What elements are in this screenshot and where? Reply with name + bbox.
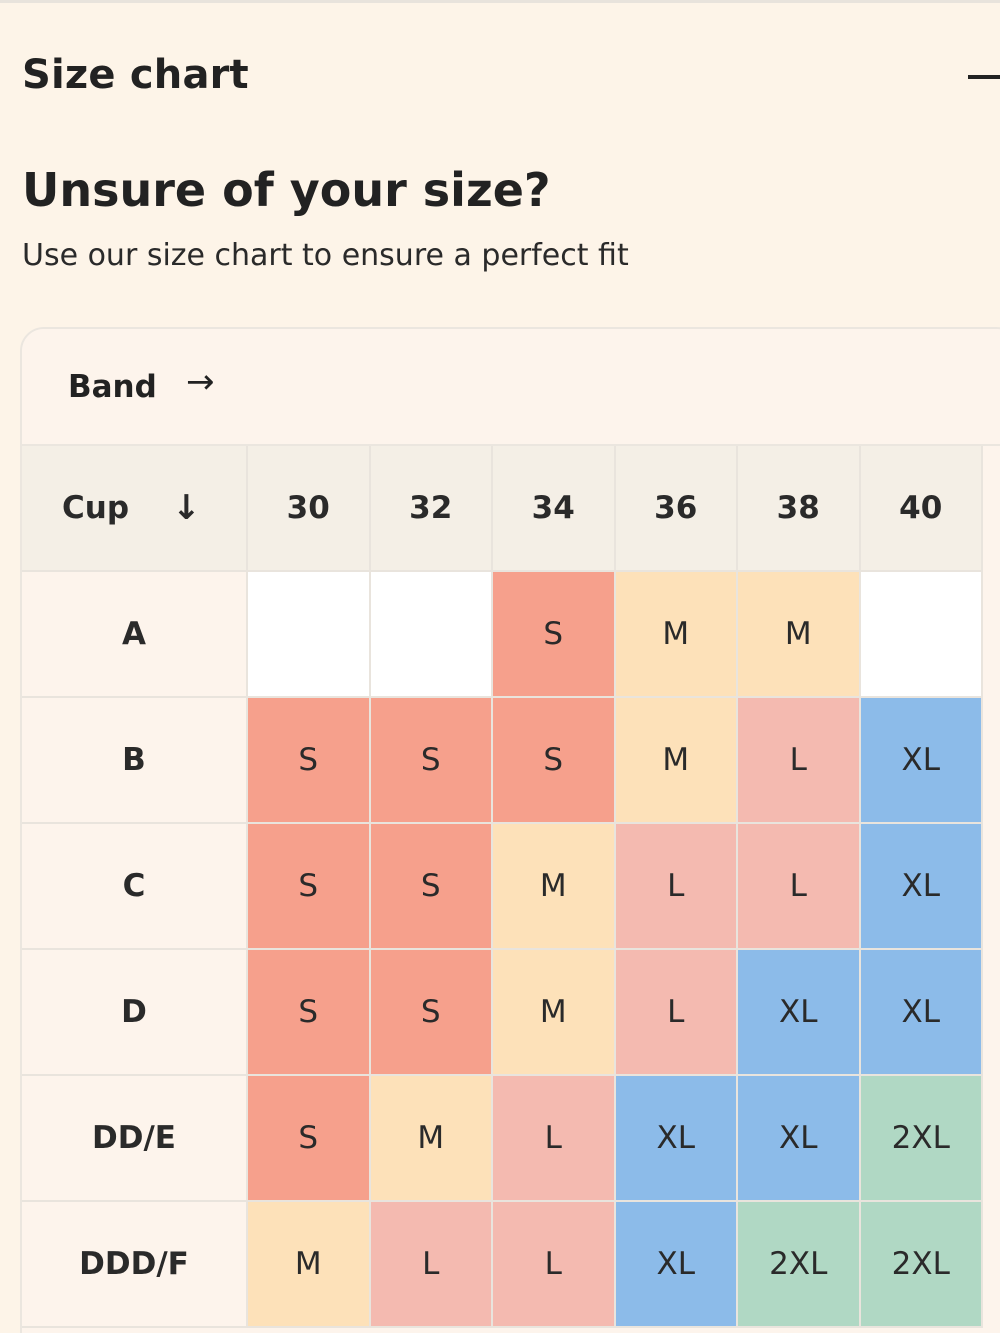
minus-icon[interactable] bbox=[968, 75, 1000, 79]
size-cell: L bbox=[615, 824, 738, 950]
arrow-right-icon: → bbox=[186, 362, 215, 402]
size-cell: S bbox=[370, 950, 493, 1076]
size-cell: S bbox=[370, 824, 493, 950]
top-divider bbox=[0, 0, 1000, 3]
band-header-38: 38 bbox=[738, 446, 861, 572]
cup-row-label: C bbox=[22, 824, 248, 950]
size-cell: L bbox=[738, 824, 861, 950]
band-label: Band bbox=[68, 369, 157, 405]
size-cell: S bbox=[248, 824, 371, 950]
size-cell: M bbox=[370, 1076, 493, 1202]
size-cell: 2XL bbox=[860, 1076, 983, 1202]
size-cell: M bbox=[248, 1202, 371, 1328]
size-cell: M bbox=[493, 824, 616, 950]
band-row: Band → bbox=[22, 329, 1000, 446]
band-header-34: 34 bbox=[493, 446, 616, 572]
size-cell: XL bbox=[860, 698, 983, 824]
size-cell: XL bbox=[615, 1202, 738, 1328]
size-cell: S bbox=[493, 572, 616, 698]
cup-row-label: A bbox=[22, 572, 248, 698]
size-cell bbox=[860, 572, 983, 698]
size-cell: L bbox=[615, 950, 738, 1076]
size-cell: XL bbox=[738, 1076, 861, 1202]
size-cell: S bbox=[248, 950, 371, 1076]
size-cell: S bbox=[248, 1076, 371, 1202]
size-cell bbox=[370, 572, 493, 698]
size-cell: S bbox=[248, 698, 371, 824]
size-cell: 2XL bbox=[738, 1202, 861, 1328]
accordion-title: Size chart bbox=[22, 52, 249, 98]
arrow-down-icon: ↓ bbox=[172, 488, 201, 528]
cup-row-label: D bbox=[22, 950, 248, 1076]
size-cell: L bbox=[493, 1076, 616, 1202]
cup-header: Cup ↓ bbox=[22, 446, 248, 572]
size-cell: L bbox=[738, 698, 861, 824]
size-cell: XL bbox=[615, 1076, 738, 1202]
cup-row-label: B bbox=[22, 698, 248, 824]
size-cell: XL bbox=[860, 950, 983, 1076]
size-cell: M bbox=[615, 572, 738, 698]
size-cell: 2XL bbox=[860, 1202, 983, 1328]
size-cell: S bbox=[370, 698, 493, 824]
cup-row-label: DDD/F bbox=[22, 1202, 248, 1328]
size-cell: XL bbox=[738, 950, 861, 1076]
band-header-30: 30 bbox=[248, 446, 371, 572]
size-chart-accordion-header[interactable]: Size chart bbox=[22, 52, 1000, 112]
band-header-32: 32 bbox=[370, 446, 493, 572]
size-cell: S bbox=[493, 698, 616, 824]
headline: Unsure of your size? bbox=[22, 163, 551, 217]
cup-row-label: DD/E bbox=[22, 1076, 248, 1202]
size-cell: L bbox=[493, 1202, 616, 1328]
size-cell: M bbox=[615, 698, 738, 824]
cup-label: Cup bbox=[62, 490, 130, 526]
size-chart-table: Band → Cup ↓ 30 32 34 36 38 40 A S M M B S S S M L XL C S S M L… bbox=[20, 327, 1000, 1333]
size-cell: L bbox=[370, 1202, 493, 1328]
size-cell: M bbox=[738, 572, 861, 698]
subheadline: Use our size chart to ensure a perfect f… bbox=[22, 238, 629, 273]
band-header-36: 36 bbox=[615, 446, 738, 572]
band-header-40: 40 bbox=[860, 446, 983, 572]
size-cell: XL bbox=[860, 824, 983, 950]
size-cell: M bbox=[493, 950, 616, 1076]
size-cell bbox=[248, 572, 371, 698]
